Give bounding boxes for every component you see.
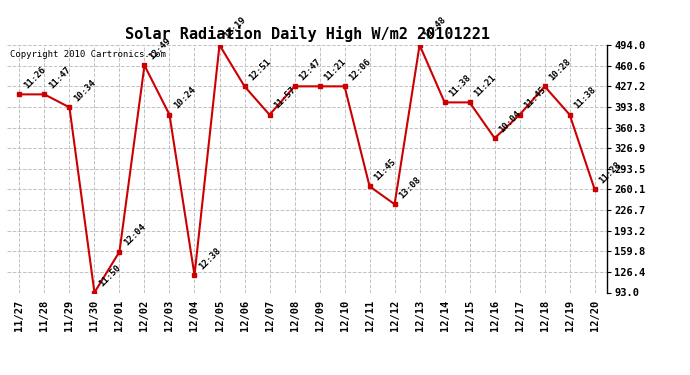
Text: 11:26: 11:26 xyxy=(22,65,48,90)
Text: 12:19: 12:19 xyxy=(222,15,248,41)
Text: 11:28: 11:28 xyxy=(598,160,623,185)
Text: 10:34: 10:34 xyxy=(72,78,97,103)
Text: 11:48: 11:48 xyxy=(422,15,448,41)
Text: 12:38: 12:38 xyxy=(197,246,223,271)
Text: 10:28: 10:28 xyxy=(547,57,573,82)
Text: 11:38: 11:38 xyxy=(447,73,473,98)
Text: 13:08: 13:08 xyxy=(397,175,423,200)
Text: 12:49: 12:49 xyxy=(147,36,172,61)
Text: 11:57: 11:57 xyxy=(273,85,297,111)
Text: 11:45: 11:45 xyxy=(522,85,548,111)
Text: 12:47: 12:47 xyxy=(297,57,323,82)
Text: 11:47: 11:47 xyxy=(47,65,72,90)
Text: 11:21: 11:21 xyxy=(322,57,348,82)
Text: 12:51: 12:51 xyxy=(247,57,273,82)
Text: Copyright 2010 Cartronics.com: Copyright 2010 Cartronics.com xyxy=(10,50,166,59)
Title: Solar Radiation Daily High W/m2 20101221: Solar Radiation Daily High W/m2 20101221 xyxy=(125,27,489,42)
Text: 11:21: 11:21 xyxy=(473,73,497,98)
Text: 10:24: 10:24 xyxy=(172,85,197,111)
Text: 10:04: 10:04 xyxy=(497,109,523,134)
Text: 12:04: 12:04 xyxy=(122,222,148,248)
Text: 12:06: 12:06 xyxy=(347,57,373,82)
Text: 11:45: 11:45 xyxy=(373,157,397,182)
Text: 11:50: 11:50 xyxy=(97,263,123,288)
Text: 11:38: 11:38 xyxy=(573,85,598,111)
